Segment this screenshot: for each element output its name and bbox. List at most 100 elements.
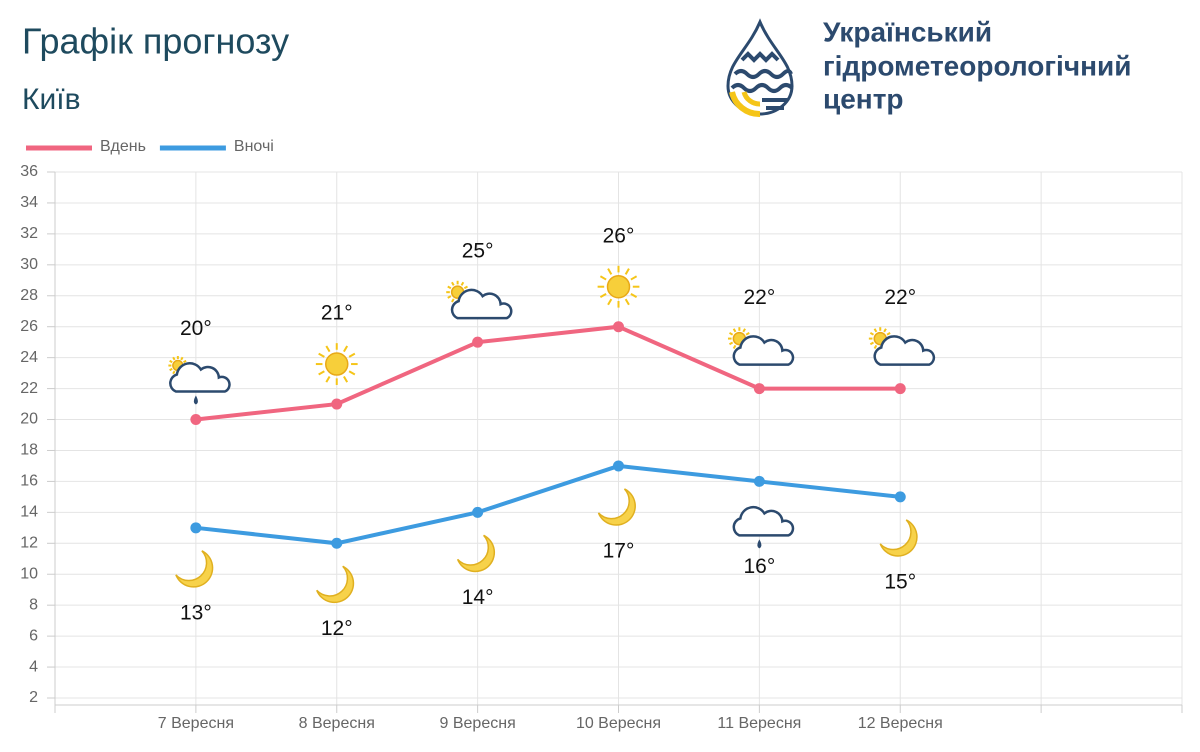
y-tick-label: 30 bbox=[20, 256, 38, 273]
data-point bbox=[753, 475, 765, 487]
cloud bbox=[873, 335, 936, 366]
data-point bbox=[894, 383, 906, 395]
sun-ray bbox=[172, 356, 176, 361]
value-label: 15° bbox=[884, 570, 916, 593]
weather-icon bbox=[727, 327, 795, 366]
sun-ray bbox=[869, 332, 874, 336]
y-tick-label: 20 bbox=[20, 411, 38, 428]
sun-ray bbox=[732, 344, 737, 349]
value-label: 14° bbox=[462, 586, 494, 609]
value-label: 16° bbox=[743, 555, 775, 578]
value-label: 21° bbox=[321, 302, 353, 325]
y-tick-label: 22 bbox=[20, 380, 38, 397]
weather-icon bbox=[316, 565, 355, 604]
x-tick-label: 10 Вересня bbox=[576, 715, 661, 732]
y-tick-label: 34 bbox=[20, 194, 38, 211]
y-tick-label: 18 bbox=[20, 442, 38, 459]
sun-ray bbox=[607, 268, 613, 275]
sun-ray bbox=[318, 352, 325, 358]
weather-icon bbox=[168, 356, 231, 405]
y-tick-label: 36 bbox=[20, 163, 38, 180]
value-label: 20° bbox=[180, 317, 212, 340]
sun-ray bbox=[883, 328, 887, 333]
weather-icon bbox=[597, 265, 640, 308]
sun-disc bbox=[606, 274, 631, 299]
data-point bbox=[894, 491, 906, 503]
moon bbox=[879, 519, 918, 557]
sun-ray bbox=[169, 359, 173, 364]
data-point bbox=[190, 414, 202, 426]
value-label: 25° bbox=[462, 240, 494, 263]
sun-ray bbox=[348, 370, 356, 376]
sun-ray bbox=[183, 359, 187, 364]
value-label: 17° bbox=[603, 539, 635, 562]
sun-ray bbox=[318, 370, 325, 376]
cloud bbox=[169, 362, 231, 393]
y-tick-label: 28 bbox=[20, 287, 38, 304]
sun-ray bbox=[348, 352, 356, 358]
x-tick-label: 12 Вересня bbox=[858, 715, 943, 732]
data-point bbox=[613, 321, 624, 333]
value-label: 12° bbox=[321, 617, 353, 640]
value-label: 13° bbox=[180, 601, 212, 624]
y-tick-label: 6 bbox=[29, 627, 38, 644]
sun-ray bbox=[869, 341, 874, 346]
rain-drop bbox=[193, 395, 198, 405]
sun-ray bbox=[325, 375, 331, 383]
sun-ray bbox=[742, 328, 746, 333]
sun-disc bbox=[325, 352, 349, 376]
sun-ray bbox=[460, 281, 465, 286]
x-tick-label: 11 Вересня bbox=[717, 715, 801, 732]
sun-ray bbox=[172, 370, 176, 375]
weather-icon bbox=[597, 488, 636, 526]
logo-text: центр bbox=[823, 83, 904, 114]
weather-icon bbox=[732, 505, 795, 549]
weather-icon bbox=[315, 343, 358, 385]
sun-ray bbox=[630, 292, 638, 299]
sun-ray bbox=[873, 328, 878, 333]
sun-ray bbox=[607, 298, 613, 306]
logo-text: Український bbox=[823, 16, 992, 47]
sun-ray bbox=[447, 295, 452, 299]
y-tick-label: 2 bbox=[29, 689, 38, 706]
sun-ray bbox=[451, 281, 455, 286]
sun-ray bbox=[630, 275, 638, 281]
moon bbox=[597, 488, 636, 526]
sun-ray bbox=[447, 285, 452, 290]
sun-ray bbox=[729, 341, 734, 346]
sun-ray bbox=[873, 344, 878, 349]
series-line bbox=[195, 324, 901, 422]
cloud bbox=[732, 335, 795, 366]
weather-icon bbox=[879, 519, 918, 557]
sun-ray bbox=[732, 328, 737, 333]
value-label: 22° bbox=[743, 286, 775, 309]
data-point bbox=[472, 506, 484, 518]
chart-title: Графік прогнозу bbox=[22, 21, 289, 62]
data-point bbox=[190, 522, 202, 534]
y-tick-label: 12 bbox=[20, 535, 38, 552]
y-tick-label: 4 bbox=[29, 658, 38, 675]
data-point bbox=[331, 398, 343, 410]
weather-icon bbox=[456, 534, 496, 573]
x-tick-label: 9 Вересня bbox=[440, 715, 516, 732]
moon bbox=[316, 565, 355, 604]
x-tick-label: 8 Вересня bbox=[299, 715, 375, 732]
sun-ray bbox=[745, 332, 750, 336]
sun-ray bbox=[729, 332, 734, 336]
sun-ray bbox=[886, 332, 891, 336]
series-line bbox=[195, 463, 901, 546]
y-tick-label: 24 bbox=[20, 349, 38, 366]
sun-ray bbox=[451, 298, 455, 303]
data-point bbox=[753, 383, 765, 395]
weather-icon bbox=[175, 550, 214, 588]
value-label: 26° bbox=[603, 224, 635, 247]
weather-icon bbox=[868, 327, 936, 366]
sun-ray bbox=[463, 285, 468, 290]
sun-ray bbox=[624, 298, 630, 306]
y-tick-label: 26 bbox=[20, 318, 38, 335]
moon bbox=[175, 550, 214, 588]
sun-ray bbox=[343, 345, 349, 353]
weather-icon bbox=[446, 280, 513, 320]
value-label: 22° bbox=[884, 286, 916, 309]
